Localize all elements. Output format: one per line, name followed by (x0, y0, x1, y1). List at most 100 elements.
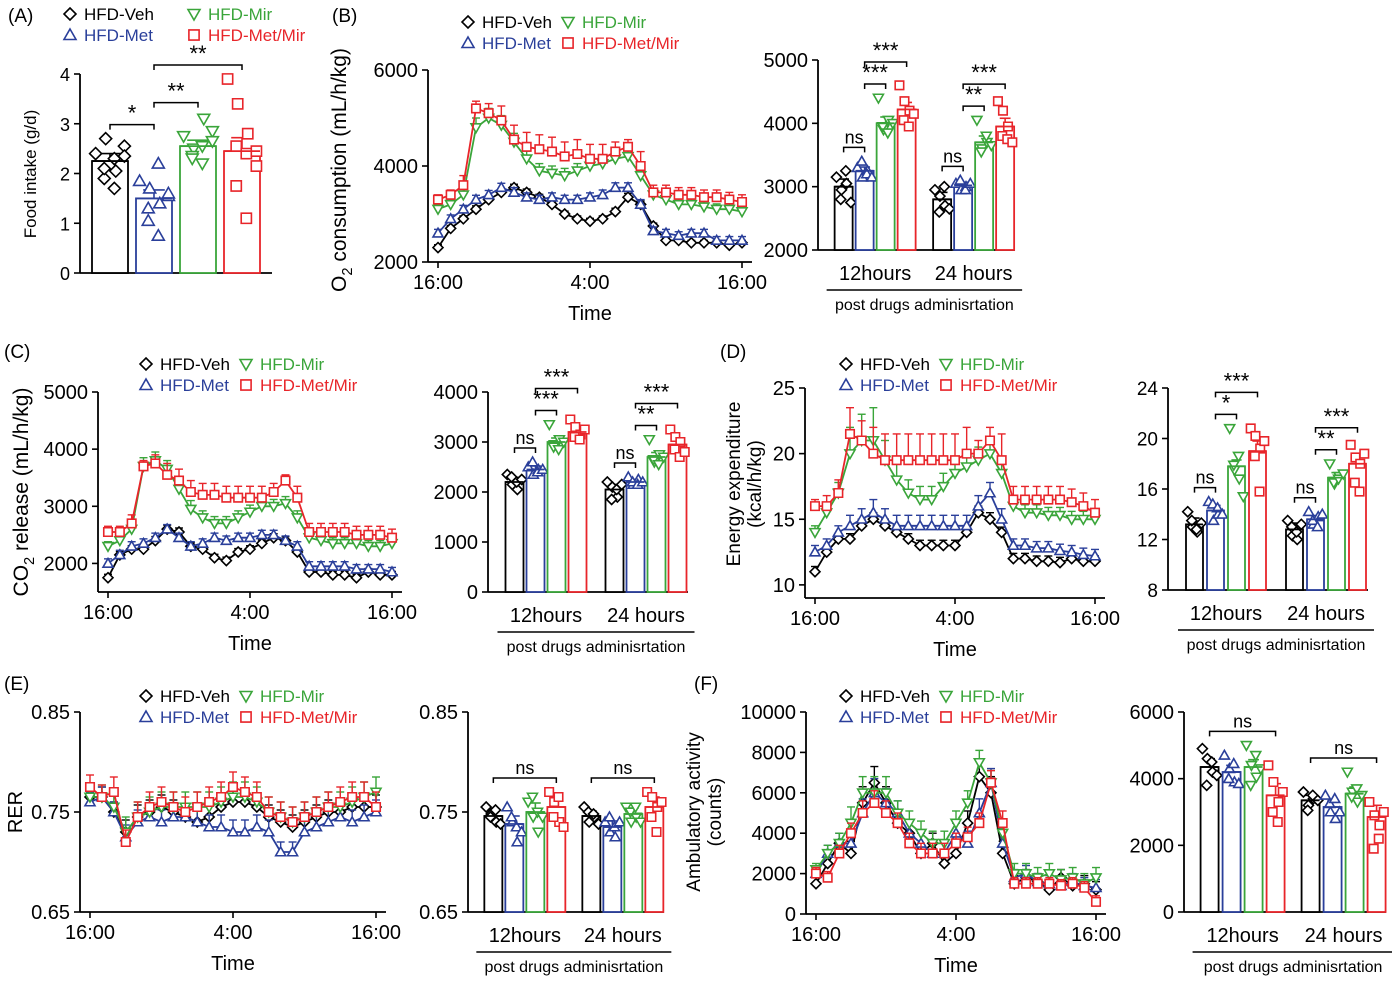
x-tick-label: 4:00 (937, 924, 976, 946)
data-point (173, 475, 185, 486)
y-tick-label: 0.85 (419, 702, 458, 724)
data-point (660, 187, 672, 198)
data-point (231, 513, 245, 525)
x-axis-title: Time (211, 953, 255, 975)
data-point (724, 194, 735, 205)
data-point (552, 444, 566, 457)
y-tick-label: 0.75 (419, 802, 458, 824)
data-point (88, 146, 103, 161)
y-axis-title: RER (5, 791, 27, 833)
line-chart-F: 0 2000 4000 6000 8000 10000 16:00 4:00 16:00 Time (740, 702, 1121, 977)
significance-label: * (1222, 390, 1231, 415)
legend-marker (240, 379, 252, 391)
data-point (904, 838, 915, 849)
data-point (960, 519, 974, 531)
data-point (333, 810, 347, 822)
data-point (843, 449, 857, 461)
data-point (1373, 833, 1384, 844)
data-point (983, 513, 997, 526)
data-point (444, 222, 457, 235)
y-tick-label: 0 (60, 264, 70, 284)
y-tick-label: 4000 (752, 823, 797, 845)
significance-label: *** (873, 38, 899, 63)
significance-bracket (534, 387, 579, 394)
data-point (925, 519, 939, 531)
data-point (120, 836, 131, 848)
data-point (140, 200, 156, 214)
data-point (500, 800, 514, 812)
data-point (1076, 548, 1090, 560)
data-point (520, 154, 534, 166)
data-point (902, 532, 915, 546)
bar-hfd-met-mir (667, 443, 688, 593)
x-tick-label: 4:00 (231, 602, 270, 624)
data-point (845, 828, 857, 839)
data-point (937, 539, 950, 552)
data-point (866, 506, 880, 518)
data-point (489, 803, 502, 817)
data-point (208, 551, 221, 564)
significance-label: ns (613, 758, 632, 778)
y-tick-label: 2000 (1130, 835, 1175, 857)
data-point (311, 806, 322, 818)
data-point (1267, 806, 1278, 818)
data-point (1272, 816, 1283, 828)
x-tick-label: 4:00 (936, 608, 975, 630)
data-point (255, 537, 268, 550)
data-point (603, 810, 616, 822)
data-point (302, 559, 316, 571)
significance-label: ** (637, 402, 655, 427)
data-point (102, 526, 114, 538)
data-point (197, 489, 208, 500)
bar-chart-C: 0 1000 2000 3000 4000 12hours 24 hours post dru… (434, 365, 695, 656)
data-point (1350, 784, 1364, 796)
data-point (1250, 772, 1263, 784)
data-point (621, 470, 635, 482)
data-point (144, 801, 155, 813)
data-point (1195, 516, 1208, 530)
data-point (583, 190, 597, 202)
data-point (609, 205, 622, 218)
data-point (359, 791, 370, 803)
bar-hfd-mir (1344, 792, 1365, 913)
data-point (1018, 552, 1032, 565)
data-point (231, 531, 245, 543)
significance-bracket (1208, 730, 1277, 737)
x-tick-label: 16:00 (367, 602, 417, 624)
data-point (458, 180, 469, 191)
data-point (903, 121, 914, 132)
bar-chart-D: 8 12 16 20 24 12hours 24 hours post drugs admin… (1137, 368, 1374, 654)
significance-bracket (962, 105, 985, 112)
significance-label: ns (515, 758, 534, 778)
bar-hfd-met-mir (567, 431, 588, 593)
data-point (948, 539, 962, 552)
data-point (432, 194, 444, 205)
data-point (184, 504, 198, 516)
data-point (1351, 797, 1364, 809)
data-point (431, 226, 445, 238)
data-point (878, 512, 892, 524)
data-point (1236, 492, 1250, 504)
data-point (821, 857, 834, 870)
data-point (456, 202, 470, 214)
data-point (570, 192, 584, 205)
data-point (275, 811, 286, 823)
y-tick-label: 2000 (374, 252, 419, 274)
data-point (697, 226, 711, 238)
data-point (558, 821, 569, 833)
legend-marker (460, 35, 476, 49)
data-point (621, 151, 635, 164)
data-point (1041, 510, 1055, 522)
data-point (985, 777, 997, 788)
data-point (1019, 869, 1033, 881)
data-point (508, 134, 520, 145)
data-point (161, 185, 176, 199)
bar-footer-label: post drugs adminisrtation (507, 639, 686, 656)
data-point (868, 448, 879, 459)
data-point (844, 196, 857, 209)
significance-bracket (109, 123, 155, 130)
panel-label-f: (F) (694, 674, 718, 695)
data-point (995, 526, 1008, 539)
line-chart-E: 0.65 0.75 0.85 16:00 4:00 16:00 Time (31, 702, 401, 975)
legend-label-hfd-veh: HFD-Veh (860, 355, 930, 374)
